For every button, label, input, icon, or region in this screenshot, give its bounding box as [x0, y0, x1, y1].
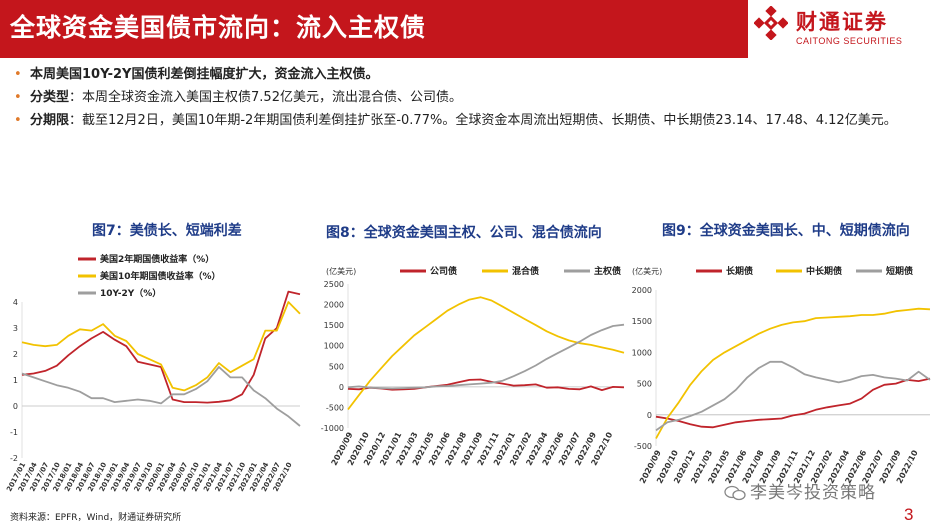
chart-title-7: 图7：美债长、短端利差 — [92, 223, 242, 239]
legend-label: 混合债 — [512, 265, 539, 277]
page-title: 全球资金美国债市流向：流入主权债 — [10, 13, 427, 42]
bullet-text: ：截至12月2日，美国10年期-2年期国债利差倒挂扩张至-0.77%。全球资金本… — [69, 113, 897, 128]
series-line-0 — [655, 377, 931, 429]
y-tick-label: 0 — [339, 383, 344, 392]
wechat-icon — [724, 485, 746, 501]
legend-label: 主权债 — [594, 265, 621, 277]
y-tick-label: 1000 — [324, 342, 344, 351]
y-tick-label: 3 — [13, 324, 18, 333]
logo-area — [748, 0, 940, 58]
y-tick-label: 2 — [13, 350, 18, 359]
y-tick-label: 2500 — [324, 280, 344, 289]
y-tick-label: 1000 — [632, 348, 652, 357]
logo-en-text: CAITONG SECURITIES — [796, 36, 903, 46]
series-line-0 — [347, 378, 625, 392]
y-tick-label: 1 — [13, 376, 18, 385]
watermark: 李美岑投资策略 — [724, 478, 876, 503]
legend-label: 公司债 — [430, 265, 457, 277]
legend-label: 长期债 — [726, 265, 753, 277]
logo-cn-text: 财通证券 — [796, 10, 888, 34]
y-axis-unit-label: (亿美元) — [632, 266, 662, 276]
y-tick-label: 4 — [13, 298, 18, 307]
y-tick-label: 2000 — [632, 286, 652, 295]
series-line-2 — [347, 323, 625, 390]
bullet-item: • 分期限：截至12月2日，美国10年期-2年期国债利差倒挂扩张至-0.77%。… — [8, 112, 928, 129]
chart-9-bond-term-flows: 2000150010005000-5002020/092020/102020/1… — [632, 265, 931, 485]
y-axis-unit-label: (亿美元) — [326, 266, 356, 276]
y-tick-label: -500 — [634, 442, 652, 451]
caitong-logo-mark-icon — [754, 6, 788, 40]
y-tick-label: -2 — [10, 454, 18, 463]
y-tick-label: 1500 — [632, 317, 652, 326]
watermark-text: 李美岑投资策略 — [750, 483, 876, 503]
bullet-dot-icon: • — [14, 67, 22, 82]
y-tick-label: 2000 — [324, 301, 344, 310]
y-tick-label: 1500 — [324, 321, 344, 330]
legend-label: 短期债 — [886, 265, 913, 277]
legend-label: 中长期债 — [806, 265, 842, 277]
page-number: 3 — [904, 505, 914, 524]
y-tick-label: 0 — [13, 402, 18, 411]
series-line-2 — [655, 360, 931, 432]
bullet-strong: 分期限 — [30, 113, 70, 128]
bullet-text: ：本周全球资金流入美国主权债7.52亿美元，流出混合债、公司债。 — [69, 90, 462, 105]
series-line-0 — [21, 290, 301, 404]
chart-title-9: 图9：全球资金美国长、中、短期债流向 — [662, 223, 910, 239]
y-tick-label: -1000 — [321, 424, 344, 433]
series-line-1 — [655, 307, 931, 439]
chart-title-8: 图8：全球资金美国主权、公司、混合债流向 — [326, 225, 602, 241]
series-line-1 — [21, 301, 301, 392]
bullet-dot-icon: • — [14, 113, 22, 128]
y-tick-label: 500 — [637, 380, 652, 389]
legend-label: 美国2年期国债收益率（%） — [100, 253, 214, 265]
legend-label: 10Y-2Y（%） — [100, 288, 161, 299]
bullet-item: • 分类型：本周全球资金流入美国主权债7.52亿美元，流出混合债、公司债。 — [8, 89, 928, 106]
chart-8-bond-type-flows: 25002000150010005000-500-10002020/092020… — [321, 265, 625, 467]
y-tick-label: 500 — [329, 362, 344, 371]
bullet-dot-icon: • — [14, 90, 22, 105]
y-tick-label: -1 — [10, 428, 18, 437]
legend-label: 美国10年期国债收益率（%） — [100, 270, 221, 282]
bullet-item: • 本周美国10Y-2Y国债利差倒挂幅度扩大，资金流入主权债。 — [8, 66, 928, 83]
bullet-strong: 分类型 — [30, 90, 70, 105]
bullet-strong: 本周美国10Y-2Y国债利差倒挂幅度扩大，资金流入主权债。 — [30, 67, 379, 82]
summary-bullets: • 本周美国10Y-2Y国债利差倒挂幅度扩大，资金流入主权债。 • 分类型：本周… — [8, 66, 928, 135]
y-tick-label: -500 — [326, 403, 344, 412]
series-line-1 — [347, 296, 625, 411]
chart-7-yield-spread: 43210-1-22017/012017/042017/072017/10201… — [5, 253, 301, 493]
series-line-2 — [21, 366, 301, 427]
source-note: 资料来源：EPFR，Wind，财通证券研究所 — [10, 513, 182, 523]
y-tick-label: 0 — [647, 411, 652, 420]
